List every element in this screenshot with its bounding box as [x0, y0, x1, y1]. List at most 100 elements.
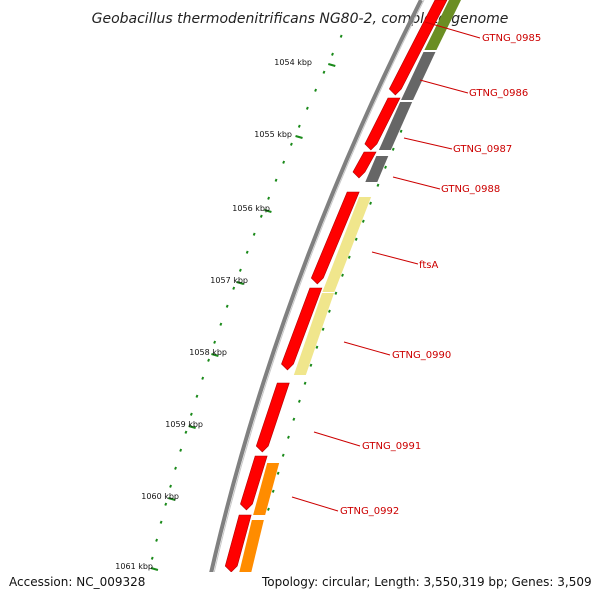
- gene-feature-orange-2: [237, 520, 264, 578]
- tick-dot-outer: [150, 556, 154, 560]
- tick-dot-outer: [282, 160, 286, 164]
- tick-dot-inner: [303, 381, 307, 385]
- tick-dot-outer: [195, 394, 199, 398]
- gene-label-gtng-0988: GTNG_0988: [441, 184, 500, 195]
- tick-dot-inner: [369, 201, 373, 205]
- tick-dot-outer: [289, 142, 293, 146]
- gene-label-gtng-0992: GTNG_0992: [340, 506, 399, 517]
- tick-labels: 1054 kbp 1055 kbp 1056 kbp 1057 kbp 1058…: [115, 58, 312, 571]
- major-tick-6: [168, 497, 176, 501]
- tick-dot-outer: [245, 250, 249, 254]
- tick-dot-inner: [376, 183, 380, 187]
- tick-dot-outer: [297, 124, 301, 128]
- tick-dot-outer: [314, 88, 318, 92]
- tick-dot-outer: [174, 466, 177, 470]
- tick-dot-outer: [232, 286, 236, 290]
- tick-dot-outer: [331, 52, 334, 56]
- tick-label-1061: 1061 kbp: [115, 562, 153, 571]
- cds-block-gtng-0992: [240, 455, 268, 511]
- tick-label-1059: 1059 kbp: [165, 420, 203, 429]
- topology-text: Topology: circular; Length: 3,550,319 bp…: [261, 575, 592, 589]
- leader-line-0986: [419, 79, 469, 94]
- gene-label-gtng-0990: GTNG_0990: [392, 350, 451, 361]
- tick-dot-inner: [276, 471, 280, 475]
- tick-label-1057: 1057 kbp: [210, 276, 248, 285]
- tick-dot-outer: [213, 340, 217, 344]
- tick-dot-outer: [169, 484, 173, 488]
- tick-dot-inner: [309, 363, 313, 367]
- tick-label-1056: 1056 kbp: [232, 204, 270, 213]
- gene-feature-ftsa: [322, 197, 372, 292]
- tick-dot-inner: [399, 129, 403, 133]
- tick-dot-outer: [252, 232, 256, 236]
- tick-dot-outer: [207, 358, 211, 362]
- major-tick-4: [211, 353, 219, 357]
- genome-backbone-highlight: [207, 0, 425, 600]
- tick-dot-outer: [259, 214, 263, 218]
- leader-line-0991: [313, 431, 361, 447]
- gene-feature-gray-1: [401, 52, 436, 100]
- tick-dot-inner: [341, 273, 344, 277]
- cds-block-ftsa: [310, 191, 360, 285]
- tick-dot-inner: [267, 507, 270, 511]
- tick-dot-outer: [164, 502, 168, 506]
- gene-feature-orange-1: [253, 463, 280, 515]
- tick-dot-inner: [361, 219, 365, 223]
- major-tick-1: [295, 135, 303, 139]
- tick-dot-inner: [292, 417, 296, 421]
- gene-leader-lines: [291, 21, 481, 512]
- leader-line-0990: [343, 341, 391, 356]
- tick-dot-outer: [189, 412, 193, 416]
- tick-dot-outer: [201, 376, 205, 380]
- tick-dot-outer: [225, 304, 229, 308]
- tick-label-1060: 1060 kbp: [141, 492, 179, 501]
- tick-dot-inner: [315, 345, 319, 349]
- tick-dot-outer: [184, 430, 188, 434]
- tick-dot-outer: [238, 268, 242, 272]
- tick-scale: [146, 34, 403, 578]
- cds-block-gtng-0987: [352, 151, 377, 179]
- tick-dot-inner: [281, 453, 285, 457]
- cds-block-next: [224, 514, 252, 573]
- tick-dot-outer: [219, 322, 223, 326]
- leader-line-0987: [403, 137, 453, 150]
- tick-dot-outer: [305, 106, 309, 110]
- tick-dot-inner: [271, 489, 275, 493]
- tick-dot-inner: [321, 327, 325, 331]
- tick-dot-inner: [334, 291, 338, 295]
- tick-dot-inner: [347, 255, 351, 259]
- gene-label-gtng-0986: GTNG_0986: [469, 88, 528, 99]
- tick-dot-outer: [274, 178, 278, 182]
- major-tick-7: [150, 567, 159, 571]
- accession-text: Accession: NC_009328: [9, 575, 145, 589]
- gene-label-ftsa: ftsA: [419, 260, 438, 271]
- tick-dot-outer: [267, 196, 271, 200]
- tick-dot-outer: [322, 70, 326, 74]
- gene-label-gtng-0987: GTNG_0987: [453, 144, 512, 155]
- genome-backbone: [203, 0, 423, 600]
- tick-dot-inner: [297, 399, 301, 403]
- gene-feature-olive: [424, 0, 461, 50]
- cds-block-gtng-0990: [281, 287, 323, 371]
- cds-block-gtng-0986: [364, 97, 401, 151]
- tick-label-1055: 1055 kbp: [254, 130, 292, 139]
- gene-feature-pale-2: [293, 293, 335, 375]
- tick-dot-inner: [354, 237, 358, 241]
- major-tick-3: [236, 281, 244, 285]
- footer-background: [0, 572, 600, 600]
- tick-dot-outer: [179, 448, 183, 452]
- map-title: Geobacillus thermodenitrificans NG80-2, …: [92, 11, 509, 27]
- cds-block-gtng-0991: [255, 382, 290, 453]
- leader-line-ftsa: [371, 251, 419, 265]
- tick-dot-outer: [155, 538, 159, 542]
- gene-labels: GTNG_0985 GTNG_0986 GTNG_0987 GTNG_0988 …: [340, 33, 541, 517]
- gene-feature-gray-3: [365, 156, 389, 182]
- major-tick-0: [328, 63, 336, 67]
- tick-dot-inner: [327, 309, 331, 313]
- tick-dot-inner: [391, 147, 395, 151]
- major-tick-5: [188, 425, 196, 429]
- tick-dot-outer: [339, 34, 343, 38]
- leader-line-0988: [392, 176, 441, 190]
- tick-dot-inner: [384, 165, 387, 169]
